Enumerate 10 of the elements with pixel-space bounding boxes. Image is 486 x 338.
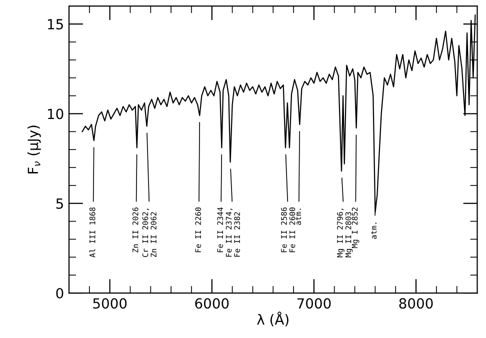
x-tick-label: 8000 — [399, 298, 433, 309]
x-tick-label: 7000 — [297, 298, 331, 309]
x-tick-label: 6000 — [195, 298, 229, 309]
y-tick-label: 15 — [48, 19, 63, 30]
x-axis-title: λ (Å) — [257, 312, 288, 326]
y-axis-title: F$_{ν}$ (μJy) — [27, 126, 41, 174]
y-tick-label: 10 — [48, 108, 64, 120]
y-tick-label: 5 — [56, 198, 63, 209]
x-tick-label: 5000 — [93, 298, 127, 309]
y-tick-label: 0 — [56, 288, 64, 299]
